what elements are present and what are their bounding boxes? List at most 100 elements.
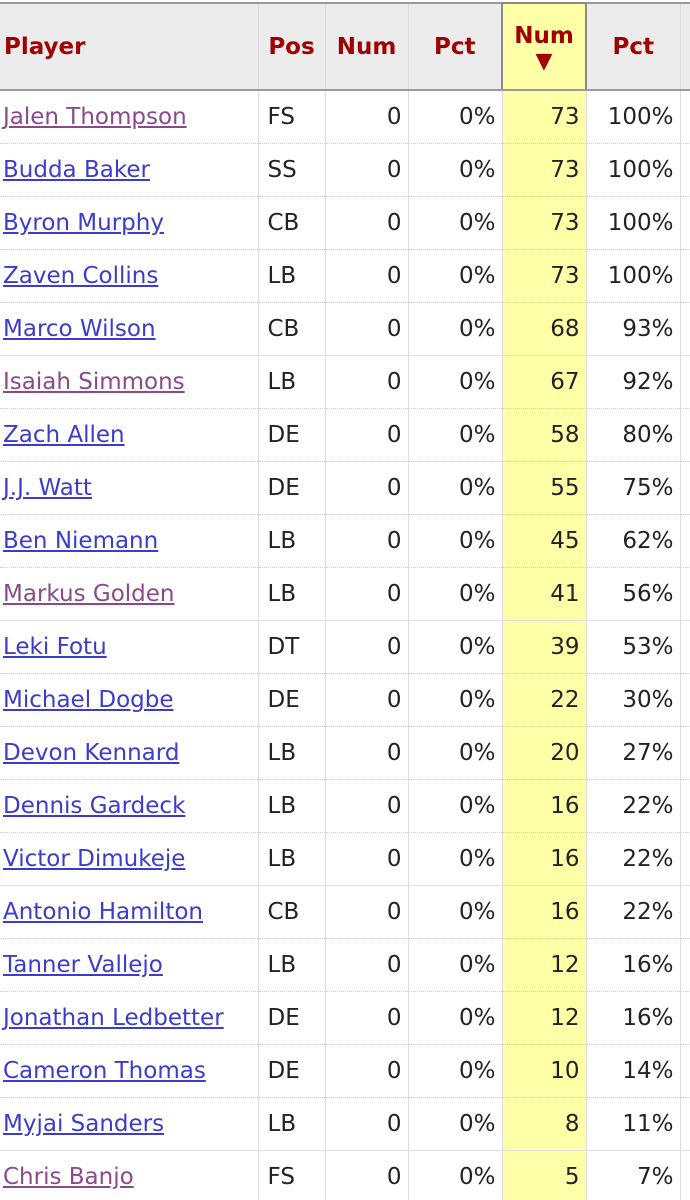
player-link[interactable]: Byron Murphy <box>3 210 164 236</box>
pct-cell-2: 100% <box>585 196 681 250</box>
sorted-num-cell: 8 <box>501 1097 587 1151</box>
overflow-cell <box>679 726 690 780</box>
player-link[interactable]: Zach Allen <box>3 422 125 448</box>
player-link[interactable]: Marco Wilson <box>3 316 156 342</box>
column-header-num-2-sorted[interactable]: Num ▼ <box>501 2 587 91</box>
pct-cell-2: 11% <box>585 1097 681 1151</box>
player-link[interactable]: Budda Baker <box>3 157 150 183</box>
sorted-num-cell: 16 <box>501 779 587 833</box>
pct-cell: 0% <box>407 143 503 197</box>
position-cell: CB <box>257 196 326 250</box>
player-link[interactable]: Jalen Thompson <box>3 104 187 130</box>
position-cell: DE <box>257 991 326 1045</box>
sorted-num-cell: 68 <box>501 302 587 356</box>
table-body: Jalen Thompson FS 0 0% 73 100% Budda Baker SS 0 0… <box>0 90 690 1200</box>
table-row: Jonathan Ledbetter DE 0 0% 12 16% <box>0 991 690 1045</box>
player-cell: Devon Kennard <box>0 726 259 780</box>
pct-cell: 0% <box>407 938 503 992</box>
player-link[interactable]: J.J. Watt <box>3 475 92 501</box>
sorted-num-cell: 55 <box>501 461 587 515</box>
pct-cell-2: 56% <box>585 567 681 621</box>
table-row: Byron Murphy CB 0 0% 73 100% <box>0 196 690 250</box>
player-link[interactable]: Markus Golden <box>3 581 175 607</box>
num-cell: 0 <box>324 302 409 356</box>
overflow-cell <box>679 514 690 568</box>
player-link[interactable]: Isaiah Simmons <box>3 369 185 395</box>
position-cell: FS <box>257 1150 326 1200</box>
pct-cell: 0% <box>407 779 503 833</box>
sorted-num-cell: 10 <box>501 1044 587 1098</box>
player-link[interactable]: Antonio Hamilton <box>3 899 203 925</box>
player-link[interactable]: Victor Dimukeje <box>3 846 186 872</box>
column-header-pct-1[interactable]: Pct <box>407 3 503 91</box>
column-header-num-1[interactable]: Num <box>324 3 409 91</box>
table-row: Antonio Hamilton CB 0 0% 16 22% <box>0 885 690 939</box>
overflow-cell <box>679 355 690 409</box>
num-cell: 0 <box>324 620 409 674</box>
position-cell: LB <box>257 938 326 992</box>
player-link[interactable]: Myjai Sanders <box>3 1111 165 1137</box>
pct-cell: 0% <box>407 249 503 303</box>
num-cell: 0 <box>324 991 409 1045</box>
pct-cell-2: 16% <box>585 991 681 1045</box>
num-cell: 0 <box>324 938 409 992</box>
table-row: Devon Kennard LB 0 0% 20 27% <box>0 726 690 780</box>
player-cell: Antonio Hamilton <box>0 885 259 939</box>
pct-cell: 0% <box>407 355 503 409</box>
pct-cell: 0% <box>407 673 503 727</box>
pct-cell-2: 93% <box>585 302 681 356</box>
pct-cell-2: 22% <box>585 885 681 939</box>
num-cell: 0 <box>324 1097 409 1151</box>
sorted-num-cell: 73 <box>501 90 587 144</box>
overflow-cell <box>679 885 690 939</box>
pct-cell-2: 7% <box>585 1150 681 1200</box>
table-row: Cameron Thomas DE 0 0% 10 14% <box>0 1044 690 1098</box>
pct-cell-2: 80% <box>585 408 681 462</box>
table-row: Markus Golden LB 0 0% 41 56% <box>0 567 690 621</box>
column-header-pos[interactable]: Pos <box>257 3 326 91</box>
num-cell: 0 <box>324 249 409 303</box>
sorted-num-cell: 67 <box>501 355 587 409</box>
overflow-cell <box>679 938 690 992</box>
position-cell: LB <box>257 726 326 780</box>
position-cell: FS <box>257 90 326 144</box>
pct-cell-2: 30% <box>585 673 681 727</box>
sorted-num-cell: 20 <box>501 726 587 780</box>
num-cell: 0 <box>324 355 409 409</box>
player-link[interactable]: Zaven Collins <box>3 263 159 289</box>
player-link[interactable]: Cameron Thomas <box>3 1058 206 1084</box>
player-link[interactable]: Dennis Gardeck <box>3 793 186 819</box>
sorted-num-cell: 45 <box>501 514 587 568</box>
player-cell: Jonathan Ledbetter <box>0 991 259 1045</box>
table-row: Dennis Gardeck LB 0 0% 16 22% <box>0 779 690 833</box>
num-cell: 0 <box>324 673 409 727</box>
player-cell: Tanner Vallejo <box>0 938 259 992</box>
player-cell: Victor Dimukeje <box>0 832 259 886</box>
pct-cell: 0% <box>407 885 503 939</box>
player-link[interactable]: Michael Dogbe <box>3 687 174 713</box>
player-link[interactable]: Devon Kennard <box>3 740 180 766</box>
player-cell: Marco Wilson <box>0 302 259 356</box>
player-link[interactable]: Tanner Vallejo <box>3 952 163 978</box>
position-cell: DE <box>257 461 326 515</box>
player-cell: Myjai Sanders <box>0 1097 259 1151</box>
table-row: Marco Wilson CB 0 0% 68 93% <box>0 302 690 356</box>
player-link[interactable]: Jonathan Ledbetter <box>3 1005 224 1031</box>
overflow-cell <box>679 1150 690 1200</box>
player-link[interactable]: Ben Niemann <box>3 528 159 554</box>
pct-cell: 0% <box>407 1097 503 1151</box>
column-header-pct-2[interactable]: Pct <box>585 3 681 91</box>
player-link[interactable]: Leki Fotu <box>3 634 107 660</box>
sorted-num-cell: 58 <box>501 408 587 462</box>
sorted-num-cell: 73 <box>501 143 587 197</box>
num-cell: 0 <box>324 567 409 621</box>
position-cell: LB <box>257 514 326 568</box>
column-header-player[interactable]: Player <box>0 3 259 91</box>
table-row: Leki Fotu DT 0 0% 39 53% <box>0 620 690 674</box>
position-cell: CB <box>257 885 326 939</box>
pct-cell: 0% <box>407 991 503 1045</box>
player-link[interactable]: Chris Banjo <box>3 1164 134 1190</box>
player-cell: Cameron Thomas <box>0 1044 259 1098</box>
sorted-num-cell: 12 <box>501 938 587 992</box>
